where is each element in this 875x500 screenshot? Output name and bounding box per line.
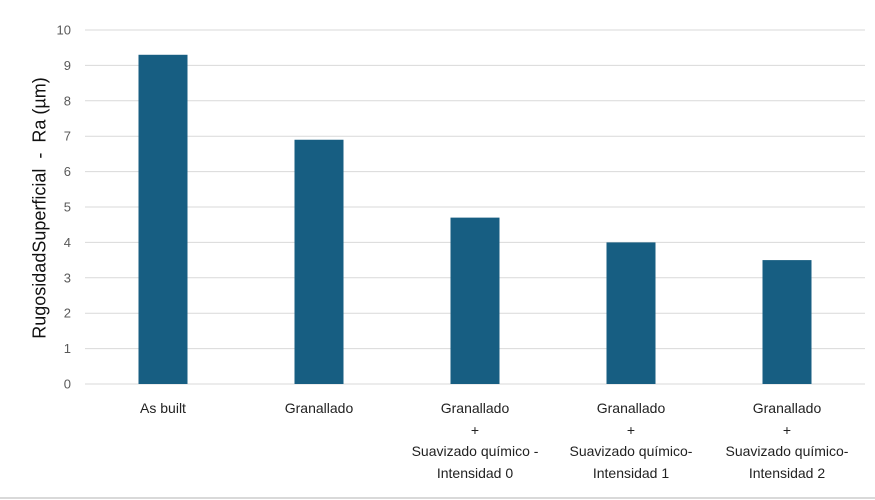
y-axis-ticks: 0 1 2 3 4 5 6 7 8 9 10 (57, 23, 71, 392)
y-tick-label: 8 (64, 93, 71, 108)
y-tick-label: 2 (64, 306, 71, 321)
bar (762, 260, 812, 384)
bottom-border (0, 497, 875, 499)
y-tick-label: 0 (64, 377, 71, 392)
y-axis-title: RugosidadSuperficial - Ra (µm) (29, 77, 50, 339)
y-tick-label: 3 (64, 270, 71, 285)
x-tick-label: Granallado + Suavizado químico - Intensidad… (411, 400, 539, 481)
y-tick-label: 7 (64, 129, 71, 144)
y-tick-label: 4 (64, 235, 71, 250)
x-tick-label: Granallado + Suavizado químico- Intensidad … (569, 400, 693, 481)
y-tick-label: 6 (64, 164, 71, 179)
x-tick-label: As built (140, 400, 186, 416)
x-tick-label: Granallado + Suavizado químico- Intensidad … (725, 400, 849, 481)
y-tick-label: 9 (64, 58, 71, 73)
bar (450, 217, 500, 384)
y-tick-label: 1 (64, 341, 71, 356)
x-tick-label: Granallado (284, 400, 354, 416)
bars (138, 54, 812, 384)
y-tick-label: 5 (64, 200, 71, 215)
bar (138, 54, 188, 384)
y-tick-label: 10 (57, 23, 71, 38)
bar (606, 242, 656, 384)
bar (294, 139, 344, 384)
